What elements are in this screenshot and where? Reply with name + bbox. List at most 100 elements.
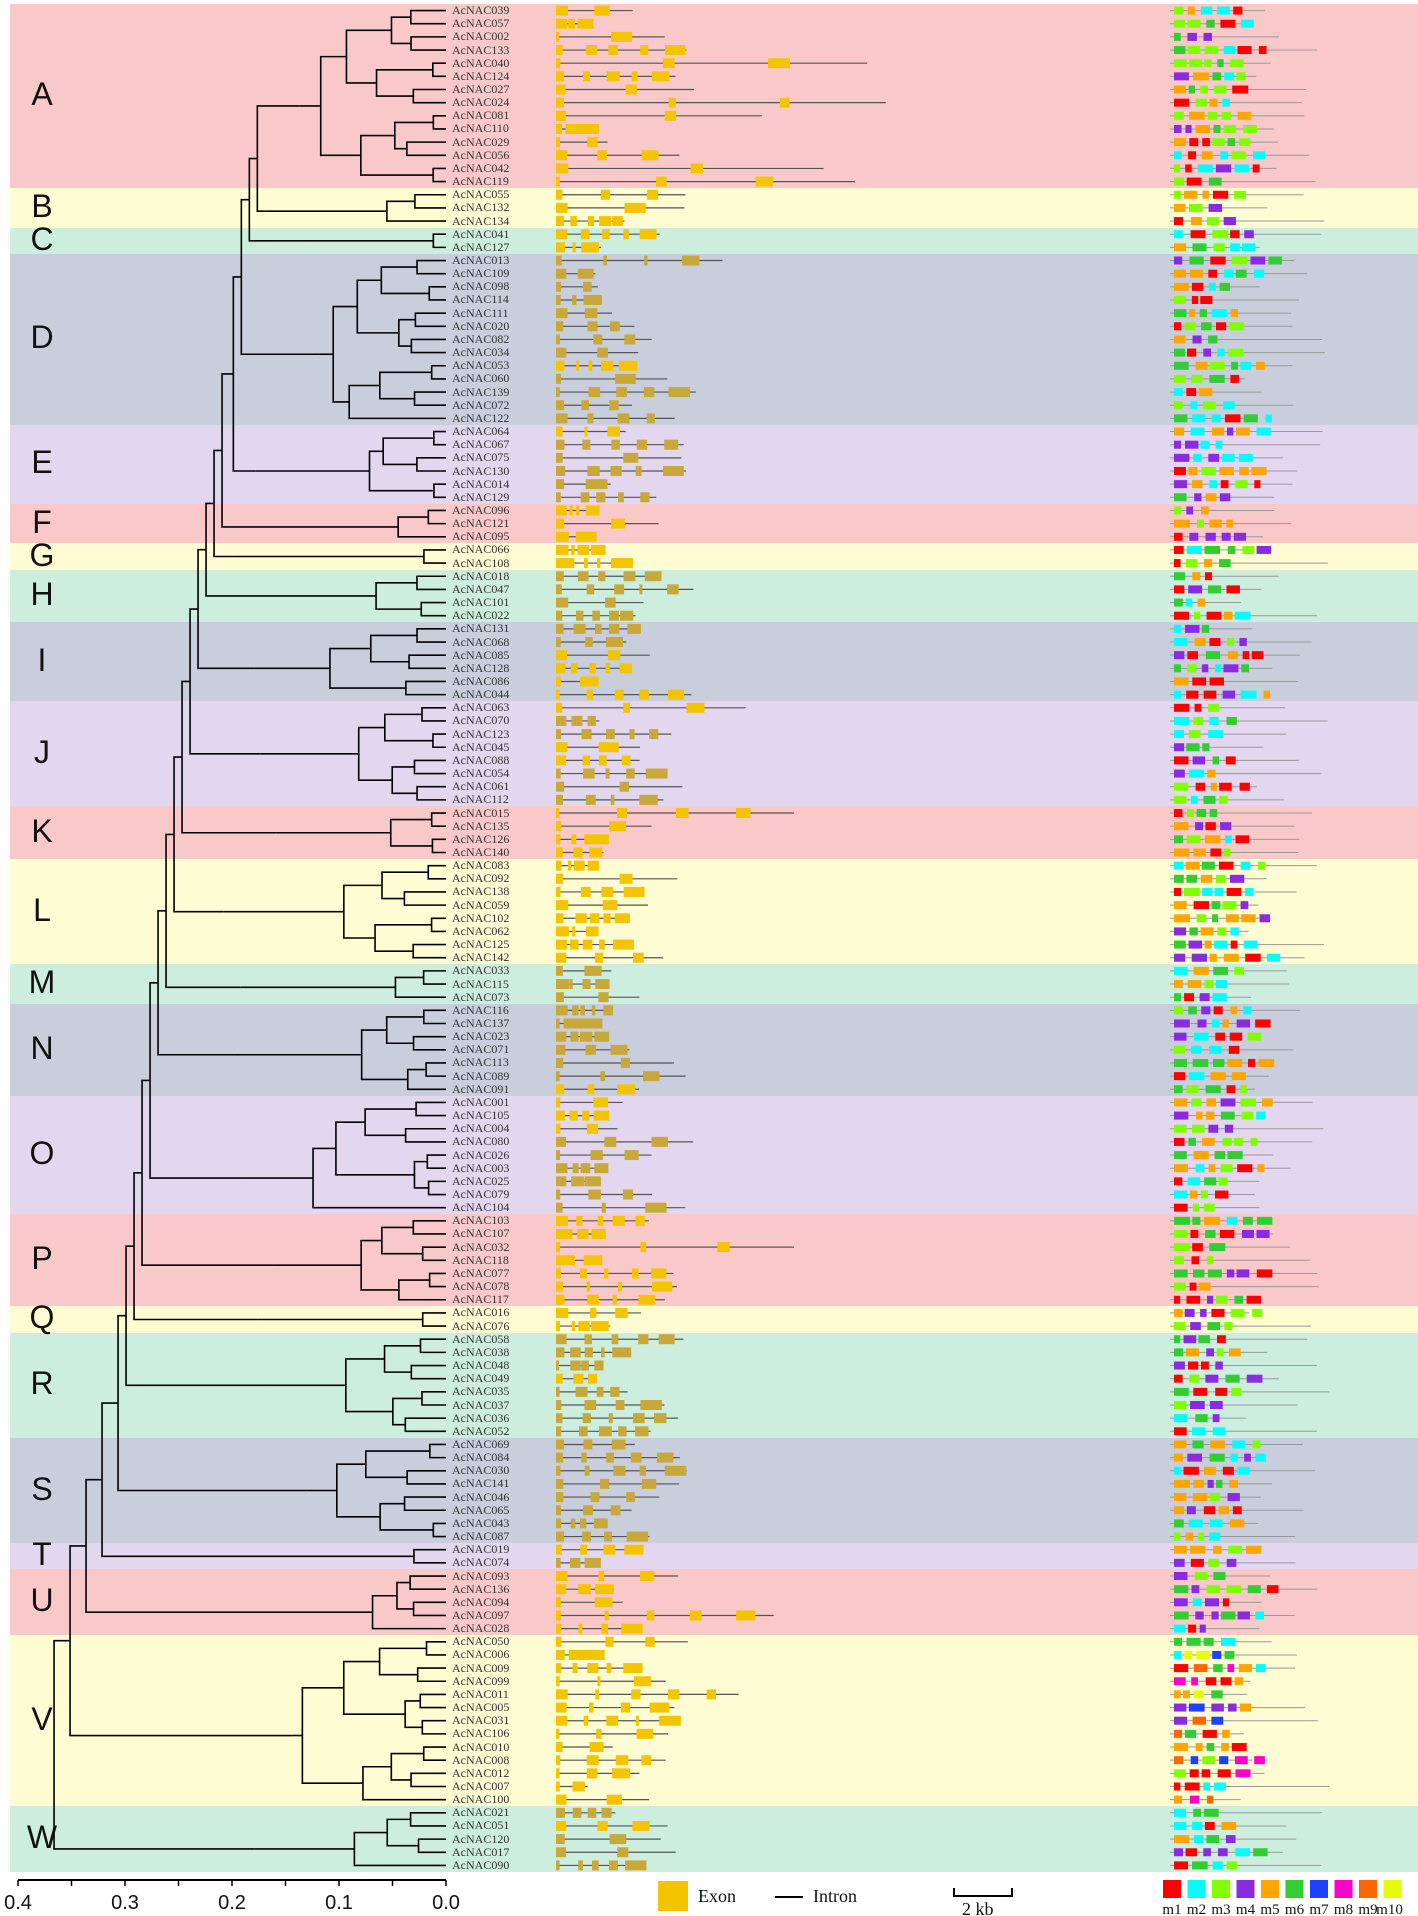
gene-label: AcNAC117	[452, 1292, 509, 1307]
motif-box	[1215, 1190, 1229, 1199]
motif-box	[1227, 1058, 1243, 1067]
gene-label: AcNAC067	[452, 437, 510, 452]
exon	[556, 755, 567, 766]
tree-branch	[410, 1772, 446, 1788]
motif-box	[1185, 1532, 1194, 1541]
motif-box	[1196, 1650, 1210, 1659]
motif-box	[1191, 1585, 1200, 1594]
exon	[585, 794, 596, 805]
motif-box	[1227, 1493, 1240, 1502]
motif-box	[1200, 1190, 1208, 1199]
motif-box	[1230, 309, 1239, 318]
exon	[610, 1386, 620, 1397]
exon	[556, 1663, 562, 1674]
motif-box	[1192, 1821, 1203, 1830]
motif-box	[1224, 72, 1235, 81]
motif-box	[1222, 1729, 1230, 1738]
motif-box	[1209, 677, 1224, 686]
motif-box	[1217, 6, 1231, 15]
motif-box	[1242, 651, 1250, 660]
exon	[556, 1597, 561, 1608]
gene-label: AcNAC054	[452, 766, 510, 781]
exon	[639, 1465, 647, 1476]
exon	[556, 650, 568, 661]
motif-box	[1211, 1019, 1220, 1028]
motif-box	[1174, 295, 1186, 304]
motif-box	[1188, 1519, 1203, 1528]
exon	[624, 334, 636, 345]
motif-box	[1205, 1229, 1216, 1238]
motif-box	[1174, 598, 1183, 607]
motif-box	[1174, 59, 1187, 68]
gene-label: AcNAC004	[452, 1121, 510, 1136]
motif-box	[1203, 1848, 1211, 1857]
exon	[568, 18, 575, 29]
motif-box	[1194, 493, 1202, 502]
motif-box	[1174, 1808, 1187, 1817]
group-label-v: V	[31, 1700, 53, 1737]
motif-box	[1257, 861, 1266, 870]
motif-box	[1191, 480, 1203, 489]
exon	[556, 1689, 568, 1700]
exon	[556, 137, 561, 148]
exon	[578, 1321, 590, 1332]
exon	[556, 466, 566, 476]
motif-box	[1206, 1585, 1220, 1594]
motif-box	[1250, 1137, 1258, 1146]
gene-label: AcNAC011	[452, 1686, 509, 1701]
motif-box	[1215, 322, 1227, 331]
motif-box	[1193, 1387, 1208, 1396]
motif-box	[1236, 1269, 1250, 1278]
exon	[654, 1413, 667, 1424]
motif-box	[1217, 1848, 1228, 1857]
exon	[556, 242, 565, 253]
motif-box	[1174, 1506, 1185, 1515]
motif-box	[1208, 177, 1222, 186]
gene-label: AcNAC074	[452, 1555, 510, 1570]
motif-box	[1174, 782, 1189, 791]
motif-box	[1231, 1072, 1246, 1081]
motif-box	[1265, 414, 1272, 423]
motif-box	[1237, 46, 1252, 55]
motif-box	[1246, 1374, 1263, 1383]
gene-label: AcNAC081	[452, 108, 510, 123]
exon	[556, 1623, 562, 1634]
motif-box	[1174, 361, 1189, 370]
motif-box	[1196, 1111, 1203, 1120]
motif-swatch	[1310, 1880, 1328, 1898]
motif-box	[1195, 1743, 1203, 1752]
motif-box	[1211, 414, 1221, 423]
motif-box	[1174, 1045, 1186, 1054]
motif-box	[1224, 1650, 1235, 1659]
motif-box	[1231, 256, 1248, 265]
motif-box	[1219, 782, 1232, 791]
motif-box	[1190, 1322, 1201, 1331]
motif-box	[1206, 1795, 1214, 1804]
exon	[612, 216, 623, 227]
motif-box	[1174, 440, 1182, 449]
motif-box	[1222, 1137, 1232, 1146]
motif-box	[1221, 453, 1235, 462]
gene-label: AcNAC079	[452, 1187, 510, 1202]
motif-box	[1222, 901, 1237, 910]
exon	[582, 1531, 591, 1542]
motif-box	[1188, 1006, 1197, 1015]
motif-box	[1210, 1072, 1226, 1081]
motif-box	[1237, 1466, 1250, 1475]
exon	[590, 294, 603, 305]
exon	[586, 584, 595, 595]
motif-swatch	[1383, 1880, 1402, 1898]
motif-box	[1221, 532, 1231, 541]
motif-box	[1174, 217, 1184, 226]
exon	[608, 623, 620, 634]
motif-box	[1206, 1256, 1214, 1265]
motif-box	[1232, 1440, 1246, 1449]
exon	[594, 1031, 610, 1042]
gene-label: AcNAC023	[452, 1029, 510, 1044]
exon	[646, 1610, 655, 1621]
exon	[617, 1084, 636, 1095]
motif-box	[1230, 59, 1244, 68]
motif-box	[1174, 1427, 1187, 1436]
exon	[622, 1189, 634, 1200]
exon	[556, 834, 561, 845]
